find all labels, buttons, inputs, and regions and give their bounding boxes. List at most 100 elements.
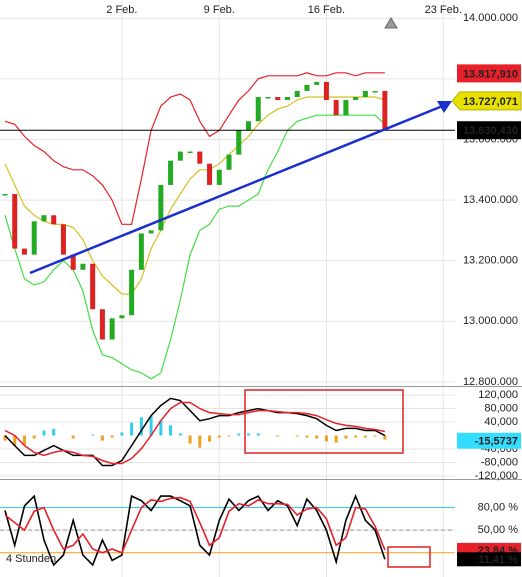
x-tick-label: 23 Feb.: [425, 4, 462, 16]
y-tick-label: 50,00 %: [478, 524, 519, 536]
candle: [382, 90, 388, 131]
histogram-bar: [149, 415, 153, 436]
candle: [177, 151, 183, 161]
histogram-bar: [159, 420, 163, 436]
histogram-bar: [32, 435, 36, 439]
candle: [21, 248, 27, 255]
histogram-bar: [363, 435, 367, 438]
candle: [2, 194, 8, 196]
value-label: 11,41 %: [478, 554, 518, 566]
candle: [372, 90, 378, 93]
histogram-bar: [169, 425, 173, 436]
histogram-bar: [208, 435, 212, 442]
histogram-bar: [344, 435, 348, 439]
candle: [207, 163, 213, 185]
histogram-bar: [247, 433, 250, 436]
y-tick-label: 80,000: [484, 402, 518, 414]
y-tick-label: 14.000.000: [463, 12, 518, 24]
indicator-line: [4, 96, 386, 295]
y-tick-label: -80,000: [481, 456, 518, 468]
candle: [226, 154, 232, 170]
candle: [304, 84, 310, 91]
value-label: 13.630,430: [463, 125, 518, 137]
candle: [60, 224, 66, 255]
x-tick-label: 16 Feb.: [308, 4, 345, 16]
histogram-bar: [237, 433, 241, 436]
y-tick-label: -120,000: [475, 470, 518, 482]
value-box: [457, 64, 521, 83]
candle: [138, 233, 144, 270]
candle: [109, 318, 115, 340]
y-tick-label: 13.000.000: [463, 315, 518, 327]
histogram-bar: [276, 435, 280, 437]
candle: [216, 169, 222, 185]
value-label: 13.727,071: [463, 96, 518, 108]
histogram-bar: [227, 435, 231, 437]
indicator-line: [4, 496, 386, 554]
histogram-bar: [334, 435, 338, 443]
candle: [119, 315, 125, 319]
mark-layer: [0, 72, 455, 567]
candle: [41, 215, 47, 222]
y-tick-label: 13.400.000: [463, 194, 518, 206]
candle: [12, 194, 18, 249]
candle: [31, 221, 37, 255]
highlight-box: [387, 546, 431, 568]
annotation: 4 Stunden: [6, 553, 56, 565]
histogram-bar: [256, 433, 260, 436]
histogram-bar: [295, 435, 299, 437]
histogram-bar: [354, 435, 358, 438]
candle: [70, 254, 76, 270]
indicator-line: [4, 72, 385, 225]
candle: [353, 97, 359, 101]
x-tick-label: 9 Feb.: [204, 4, 235, 16]
scroll-icon[interactable]: [384, 17, 398, 29]
histogram-bar: [110, 435, 114, 438]
candle: [129, 269, 135, 316]
histogram-bar: [305, 435, 309, 438]
y-tick-label: 40,000: [484, 416, 518, 428]
candle: [362, 90, 368, 98]
candle: [343, 100, 349, 116]
histogram-bar: [324, 435, 328, 442]
histogram-bar: [42, 430, 46, 436]
histogram-bar: [3, 435, 7, 441]
histogram-bar: [91, 434, 95, 436]
histogram-bar: [188, 435, 192, 444]
histogram-bar: [217, 435, 221, 438]
value-box: [457, 552, 521, 567]
candle: [197, 151, 203, 164]
candle: [236, 130, 242, 155]
y-tick-label: 13.200.000: [463, 255, 518, 267]
candle: [168, 160, 174, 185]
y-tick-label: 120,000: [478, 389, 518, 401]
histogram-bar: [22, 435, 26, 446]
candle: [187, 151, 193, 154]
value-box: [457, 432, 521, 449]
highlight-box: [244, 389, 404, 454]
candle: [333, 100, 339, 116]
candle: [99, 309, 105, 340]
x-tick-label: 2 Feb.: [106, 4, 137, 16]
histogram-bar: [198, 435, 202, 448]
candle: [148, 230, 154, 234]
y-tick-label: 12.800.000: [463, 376, 518, 388]
indicator-line: [4, 493, 386, 567]
histogram-bar: [315, 435, 319, 439]
histogram-bar: [178, 433, 182, 436]
y-tick-label: 80,00 %: [478, 501, 519, 513]
histogram-bar: [139, 417, 143, 436]
candle: [255, 97, 261, 122]
histogram-bar: [100, 435, 104, 441]
histogram-bar: [373, 435, 377, 437]
histogram-bar: [383, 435, 387, 440]
indicator-line: [4, 401, 386, 465]
candle: [284, 97, 290, 101]
value-label: -15,5737: [475, 436, 518, 448]
candle: [323, 81, 329, 101]
candle: [51, 215, 57, 225]
histogram-bar: [130, 422, 134, 436]
value-box: [457, 121, 521, 140]
